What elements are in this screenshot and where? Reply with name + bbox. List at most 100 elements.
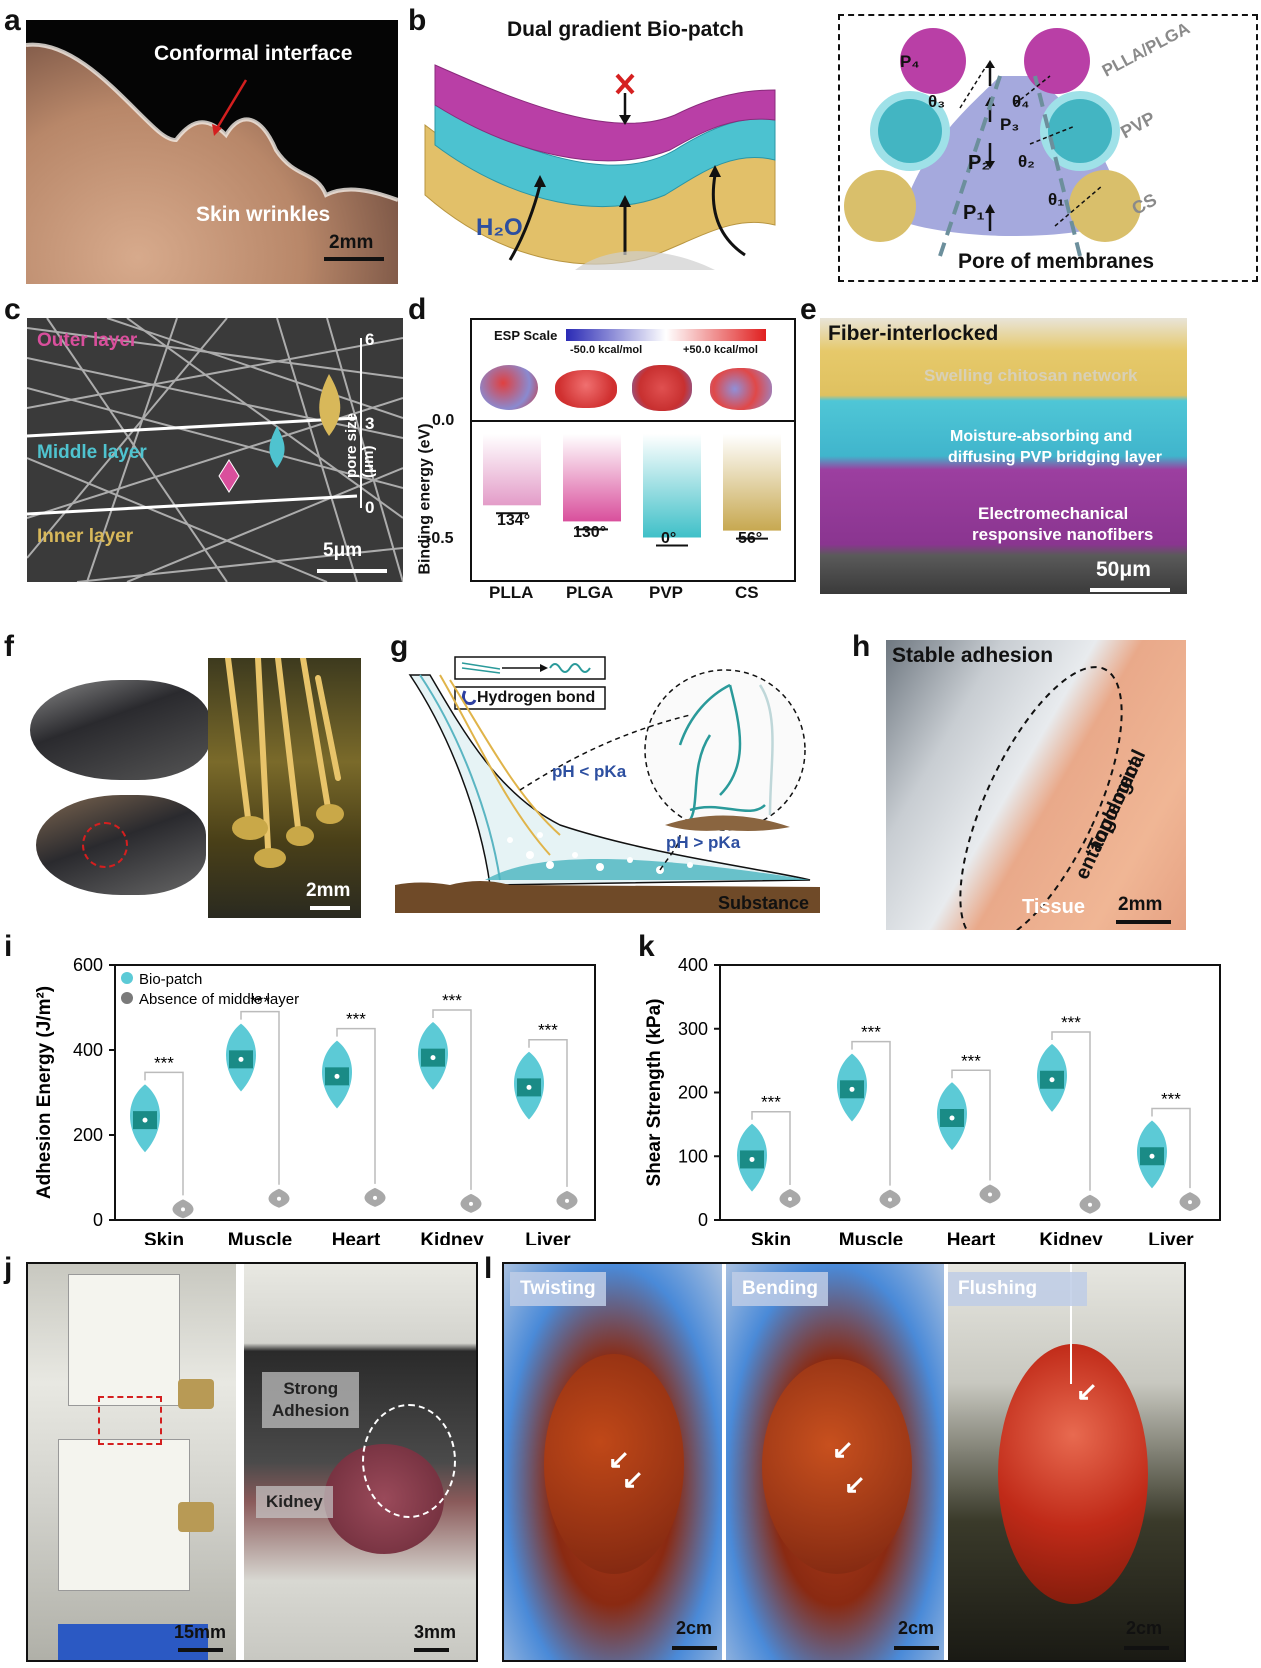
bio-patch-title: Dual gradient Bio-patch	[507, 18, 744, 41]
theta3-label: θ₃	[928, 92, 946, 111]
median-dot	[142, 1117, 148, 1123]
skin-photo: Conformal interface Skin wrinkles 2mm	[26, 20, 398, 284]
scale-bar-2	[414, 1648, 449, 1652]
pore-title: Pore of membranes	[958, 250, 1155, 273]
median-dot	[373, 1195, 377, 1200]
entanglement-outline	[959, 666, 1123, 930]
panel-j-label: j	[4, 1252, 13, 1285]
plot-frame	[719, 964, 1221, 1221]
kidney-shape	[998, 1344, 1148, 1604]
significance-bracket	[1051, 1031, 1091, 1191]
molecule-plla	[480, 365, 538, 410]
esp-scale-label: ESP Scale	[494, 328, 558, 343]
flushing-chip: Flushing	[948, 1272, 1088, 1306]
molecule-cs	[710, 368, 772, 410]
fiber-interlocked-title: Fiber-interlocked	[828, 322, 999, 345]
skin-contour	[26, 20, 398, 202]
median-dot	[1188, 1200, 1192, 1205]
median-dot	[1149, 1153, 1155, 1159]
binding-bar-pvp	[643, 434, 701, 538]
median-dot	[849, 1086, 855, 1092]
twisting-chip: Twisting	[510, 1272, 606, 1306]
base-blue	[58, 1624, 208, 1660]
panel-a-label: a	[4, 4, 21, 37]
median-dot	[469, 1201, 473, 1206]
kidney-shape	[544, 1354, 684, 1574]
angle-plga: 130°	[573, 524, 607, 541]
panel-b-label: b	[408, 4, 427, 37]
category-label-heart: Heart	[332, 1230, 381, 1245]
shear-strength-chart: 0 100 200 300 400 Shear Strength (kPa) *** Skin…	[644, 955, 1221, 1245]
strong-adhesion-chip: Strong Adhesion	[262, 1372, 360, 1428]
angle-cs: 56°	[738, 530, 763, 547]
ph-gt-label: pH > pKa	[666, 833, 741, 852]
legend-biopatch-label: Bio-patch	[139, 971, 202, 988]
tissue-label: Tissue	[1022, 896, 1085, 918]
median-dot	[238, 1056, 244, 1062]
panel-l-frame	[502, 1262, 1186, 1662]
water-label: H₂O	[476, 214, 523, 241]
molecule-plga	[555, 370, 617, 408]
panel-f-label: f	[4, 630, 14, 663]
pore-box	[838, 14, 1258, 282]
white-arrow: ↙	[608, 1444, 630, 1474]
y-tick-label: 600	[73, 955, 103, 975]
legend-control-marker	[121, 992, 133, 1004]
cat-pvp: PVP	[649, 583, 684, 602]
significance-bracket	[851, 1040, 891, 1186]
scale-bar-label: 2mm	[329, 232, 374, 253]
bio-patch-diagram	[424, 64, 776, 270]
y-tick-label: 200	[73, 1125, 103, 1145]
white-arrow-2: ↙	[844, 1469, 866, 1499]
p3-label: P₃	[1000, 115, 1020, 134]
panel-h-label: h	[852, 630, 871, 663]
scale-bar-label: 2cm	[676, 1618, 713, 1638]
significance-bracket	[751, 1110, 791, 1185]
scale-bar-label: 2mm	[306, 880, 351, 901]
mussel-image	[30, 680, 210, 780]
pvp-label-2: diffusing PVP bridging layer	[948, 449, 1162, 466]
scale-bar	[1124, 1646, 1169, 1650]
water-stream	[1070, 1264, 1072, 1384]
scale-bar-label: 50μm	[1096, 558, 1151, 581]
y-tick-label: 300	[678, 1019, 708, 1039]
plot-frame	[114, 964, 596, 1221]
significance-stars: ***	[861, 1023, 881, 1042]
significance-stars: ***	[761, 1093, 781, 1112]
angle-pvp: 0°	[661, 530, 677, 547]
significance-stars: ***	[154, 1053, 174, 1072]
median-dot	[430, 1055, 436, 1061]
byssus-image: 2mm	[208, 658, 361, 918]
cat-plla: PLLA	[489, 583, 534, 602]
y-tick-label: 100	[678, 1146, 708, 1166]
theta2-label: θ₂	[1018, 152, 1035, 171]
scale-bar	[324, 257, 384, 261]
binding-bar-plga	[563, 434, 621, 522]
electromech-label-1: Electromechanical	[978, 504, 1129, 523]
category-label-heart: Heart	[947, 1230, 996, 1245]
panel-d-label: d	[408, 293, 427, 326]
y-tick-label: 0	[698, 1210, 708, 1230]
esp-gradient-bar	[566, 329, 766, 341]
hydrogen-bond-label: Hydrogen bond	[477, 689, 596, 706]
significance-bracket	[432, 1009, 472, 1190]
knob-upper	[178, 1379, 214, 1409]
kidney-shape	[762, 1359, 912, 1574]
scale-bar-label: 2cm	[898, 1618, 935, 1638]
lower-clamp	[58, 1439, 190, 1591]
significance-bracket	[144, 1071, 184, 1196]
significance-stars: ***	[1061, 1013, 1081, 1032]
angle-plla: 134°	[497, 512, 531, 529]
white-arrow: ↙	[832, 1434, 854, 1464]
scale-bar	[1116, 920, 1171, 924]
byssus-threads	[225, 658, 344, 868]
ytick-0: 0.0	[432, 412, 455, 429]
scale-bar-label: 2mm	[1118, 894, 1163, 915]
median-dot	[788, 1196, 792, 1201]
pore-size-axis: pore size (μm)	[343, 412, 377, 478]
scale-bar	[672, 1646, 717, 1650]
panel-k-label: k	[638, 930, 655, 963]
scale-bar-label: 5μm	[323, 540, 363, 561]
kidney-label: Kidney	[266, 1492, 323, 1511]
significance-stars: ***	[1161, 1090, 1181, 1109]
